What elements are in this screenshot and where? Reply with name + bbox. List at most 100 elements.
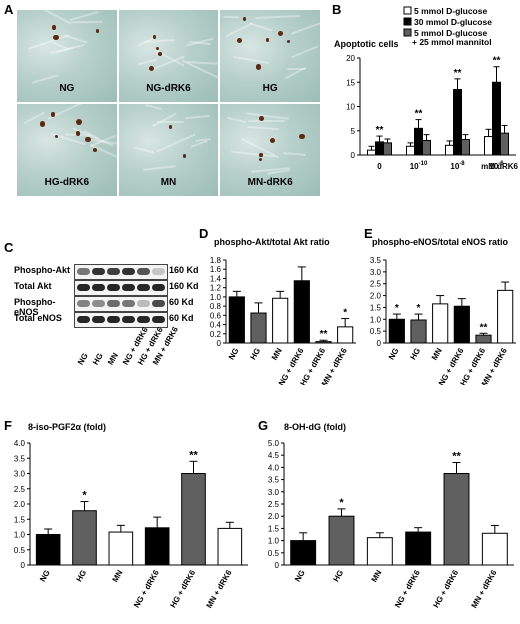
apoptotic-nucleus bbox=[50, 112, 56, 118]
bar bbox=[405, 531, 432, 566]
blot-kd-label: 160 Kd bbox=[169, 265, 199, 275]
apoptotic-nucleus bbox=[51, 25, 57, 30]
bar bbox=[492, 81, 501, 156]
blot-band bbox=[92, 284, 105, 291]
blot-band bbox=[137, 300, 150, 307]
legend-label: 5 mmol D-glucose bbox=[414, 28, 487, 38]
blot-band bbox=[122, 284, 135, 291]
bar bbox=[414, 127, 423, 156]
y-tick-label: 2.0 bbox=[268, 512, 280, 521]
apoptotic-nucleus bbox=[259, 153, 263, 157]
blot-band bbox=[122, 316, 135, 323]
y-tick-label: 3.5 bbox=[14, 454, 26, 463]
legend-swatch bbox=[403, 17, 412, 26]
significance-marker: ** bbox=[480, 322, 488, 333]
bar bbox=[406, 145, 415, 156]
chart-d-svg: phospho-Akt/total Akt ratio 00.20.40.60.8… bbox=[210, 237, 356, 385]
y-tick-label: 15 bbox=[346, 78, 355, 87]
legend-swatch bbox=[403, 6, 412, 15]
western-blot: Phospho-Akt 160 Kd Total Akt 160 Kd Phospho-… bbox=[14, 258, 199, 370]
cell-streak bbox=[69, 11, 100, 22]
cell-streak bbox=[145, 104, 162, 110]
y-tick-label: 1.0 bbox=[370, 315, 382, 324]
category-label: 10-10 bbox=[410, 161, 428, 171]
panel-letter-f: F bbox=[4, 418, 12, 433]
apoptotic-nucleus bbox=[236, 37, 242, 43]
significance-marker: ** bbox=[376, 125, 384, 136]
chart-title: phospho-eNOS/total eNOS ratio bbox=[372, 237, 509, 247]
significance-marker: * bbox=[417, 303, 421, 314]
y-tick-label: 10 bbox=[346, 103, 355, 112]
bar bbox=[367, 149, 376, 156]
category-label: 10-8 bbox=[450, 161, 465, 171]
y-tick-label: 0.6 bbox=[210, 311, 222, 320]
apoptotic-nucleus bbox=[76, 119, 83, 126]
cell-streak bbox=[286, 68, 306, 71]
y-tick-label: 1.0 bbox=[210, 293, 222, 302]
bar bbox=[432, 303, 449, 344]
y-tick-label: 1.6 bbox=[210, 265, 222, 274]
cell-streak bbox=[227, 116, 247, 123]
apoptotic-nucleus bbox=[269, 138, 275, 144]
significance-marker: ** bbox=[452, 451, 461, 463]
blot-band bbox=[77, 300, 90, 307]
cell-streak bbox=[225, 22, 254, 38]
bar bbox=[108, 531, 134, 566]
chart-title: 8-iso-PGF2α (fold) bbox=[28, 422, 106, 432]
panel-letter-e: E bbox=[364, 226, 373, 241]
apoptotic-nucleus bbox=[299, 134, 305, 140]
cell-streak bbox=[133, 146, 156, 155]
chart-title: phospho-Akt/total Akt ratio bbox=[214, 237, 330, 247]
category-label: MN bbox=[111, 568, 125, 583]
bar bbox=[443, 473, 470, 566]
y-tick-label: 5 bbox=[351, 127, 356, 136]
bar bbox=[453, 305, 470, 344]
apoptotic-nucleus bbox=[242, 17, 246, 21]
blot-band bbox=[152, 284, 165, 291]
category-exponent: -10 bbox=[419, 161, 428, 167]
bar bbox=[250, 312, 267, 344]
category-label: 10-6 bbox=[489, 161, 504, 171]
blot-band bbox=[77, 268, 90, 275]
category-label: NG bbox=[387, 347, 401, 362]
blot-row-label: Phospho-eNOS bbox=[14, 297, 56, 317]
bar bbox=[366, 537, 393, 566]
bar bbox=[337, 326, 354, 344]
panel-letter-g: G bbox=[258, 418, 269, 433]
significance-marker: ** bbox=[454, 68, 462, 79]
blot-band bbox=[107, 268, 120, 275]
blot-band bbox=[92, 316, 105, 323]
panel-letter-a: A bbox=[4, 2, 14, 17]
bar bbox=[290, 540, 317, 566]
blot-band bbox=[122, 300, 135, 307]
micrograph-label: HG-dRK6 bbox=[44, 177, 90, 188]
blot-kd-label: 60 Kd bbox=[169, 297, 194, 307]
blot-band bbox=[107, 284, 120, 291]
apoptotic-nucleus bbox=[258, 158, 262, 162]
category-label: NG bbox=[38, 569, 52, 584]
significance-marker: * bbox=[395, 303, 399, 314]
category-label: NG bbox=[293, 569, 307, 584]
y-tick-label: 4.0 bbox=[268, 463, 280, 472]
category-label: NG + dRK6 bbox=[393, 568, 422, 609]
y-tick-label: 0.5 bbox=[370, 327, 382, 336]
bar bbox=[481, 532, 508, 566]
blot-lane-label: NG bbox=[76, 351, 90, 367]
y-tick-label: 0.5 bbox=[14, 546, 26, 555]
micrograph-label: NG-dRK6 bbox=[146, 83, 191, 94]
chart-title: Apoptotic cells bbox=[334, 39, 399, 49]
y-tick-label: 0.5 bbox=[268, 549, 280, 558]
apoptotic-nucleus bbox=[183, 154, 187, 158]
bar bbox=[272, 297, 289, 344]
blot-lane-label: HG bbox=[91, 351, 105, 367]
cell-streak bbox=[247, 119, 285, 123]
legend-label: 5 mmol D-glucose bbox=[414, 6, 487, 16]
blot-band bbox=[152, 268, 165, 275]
blot-band bbox=[107, 316, 120, 323]
blot-band bbox=[92, 300, 105, 307]
apoptotic-nucleus bbox=[286, 40, 290, 44]
blot-kd-label: 60 Kd bbox=[169, 313, 194, 323]
blot-strip bbox=[74, 264, 168, 280]
cell-streak bbox=[70, 20, 103, 24]
micrograph-mn: MN bbox=[118, 104, 219, 196]
